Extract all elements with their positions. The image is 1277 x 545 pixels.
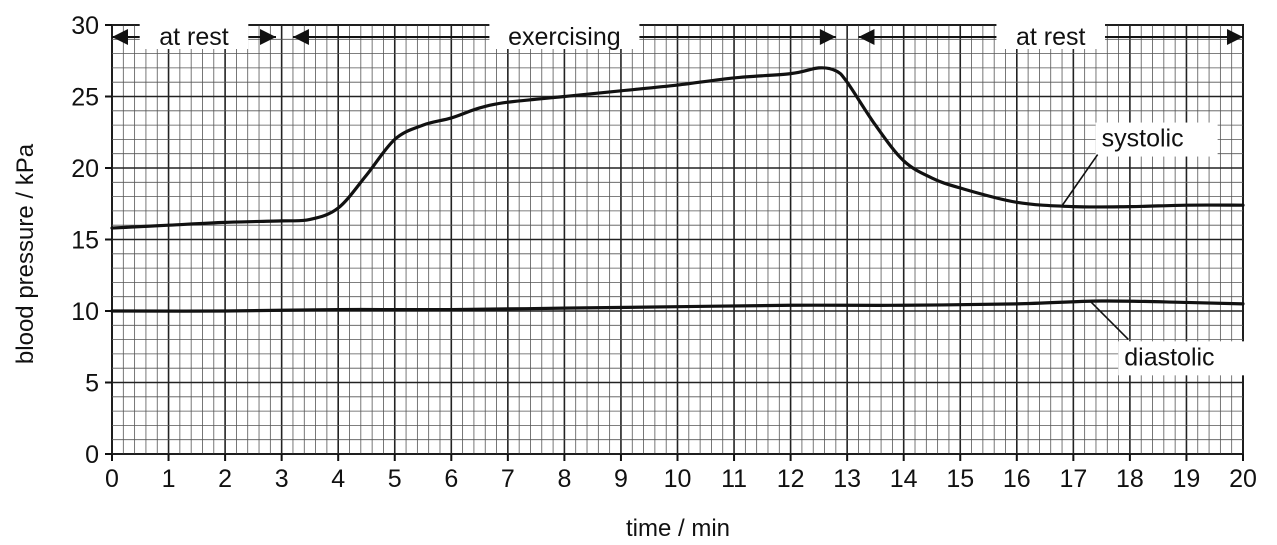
phase-arrowhead bbox=[858, 29, 875, 45]
x-tick-label: 5 bbox=[388, 465, 402, 493]
series-labels: systolic diastolic bbox=[1061, 122, 1254, 376]
phase-annotations: at rest exercising at rest bbox=[112, 17, 1243, 51]
x-tick-label: 14 bbox=[890, 465, 918, 493]
x-tick-label: 1 bbox=[162, 465, 176, 493]
series-label-bg bbox=[1118, 341, 1254, 376]
series-line-diastolic bbox=[110, 299, 1245, 313]
y-tick-label: 20 bbox=[71, 155, 99, 183]
chart-series bbox=[110, 66, 1245, 313]
series-label-systolic: systolic bbox=[1102, 125, 1184, 153]
x-tick-label: 13 bbox=[833, 465, 861, 493]
phase-arrowhead bbox=[819, 29, 836, 45]
y-tick-label: 15 bbox=[71, 227, 99, 255]
x-tick-label: 12 bbox=[777, 465, 805, 493]
phase-arrowhead bbox=[112, 29, 128, 45]
x-tick-label: 8 bbox=[557, 465, 571, 493]
x-tick-label: 20 bbox=[1229, 465, 1257, 493]
axis-ticks: 0 1 2 3 4 5 6 7 8 9 10 11 12 13 14 15 16 17 18 19 2005101520… bbox=[71, 12, 1257, 493]
x-tick-label: 17 bbox=[1059, 465, 1087, 493]
phase-label-bg bbox=[139, 17, 249, 49]
x-tick-label: 10 bbox=[664, 465, 692, 493]
y-axis-label: blood pressure / kPa bbox=[12, 143, 39, 364]
y-tick-label: 5 bbox=[85, 370, 99, 398]
x-tick-label: 9 bbox=[614, 465, 628, 493]
phase-label-bg bbox=[489, 17, 640, 49]
y-tick-label: 25 bbox=[71, 84, 99, 112]
x-tick-label: 7 bbox=[501, 465, 515, 493]
phase-label: at rest bbox=[1016, 23, 1086, 51]
leader-line-diastolic bbox=[1089, 300, 1129, 340]
phase-label-bg bbox=[996, 17, 1106, 49]
x-tick-label: 16 bbox=[1003, 465, 1031, 493]
x-tick-label: 3 bbox=[275, 465, 289, 493]
x-tick-label: 6 bbox=[444, 465, 458, 493]
phase-label: at rest bbox=[159, 23, 229, 51]
x-tick-label: 2 bbox=[218, 465, 232, 493]
phase-arrowhead bbox=[1227, 29, 1243, 45]
series-line-systolic bbox=[110, 66, 1245, 230]
x-tick-label: 18 bbox=[1116, 465, 1144, 493]
chart-grid bbox=[111, 24, 1244, 455]
x-tick-label: 11 bbox=[721, 465, 747, 493]
phase-label: exercising bbox=[508, 23, 621, 51]
y-tick-label: 30 bbox=[71, 12, 99, 40]
leader-line-systolic bbox=[1061, 154, 1099, 207]
y-tick-label: 0 bbox=[85, 441, 99, 469]
series-label-bg bbox=[1095, 122, 1218, 157]
x-tick-label: 15 bbox=[946, 465, 974, 493]
series-label-diastolic: diastolic bbox=[1124, 343, 1214, 371]
x-tick-label: 4 bbox=[331, 465, 345, 493]
y-tick-label: 10 bbox=[71, 298, 99, 326]
x-tick-label: 19 bbox=[1173, 465, 1201, 493]
x-tick-label: 0 bbox=[105, 465, 119, 493]
phase-arrowhead bbox=[292, 29, 309, 45]
phase-arrowhead bbox=[259, 29, 276, 45]
x-axis-label: time / min bbox=[626, 515, 730, 542]
